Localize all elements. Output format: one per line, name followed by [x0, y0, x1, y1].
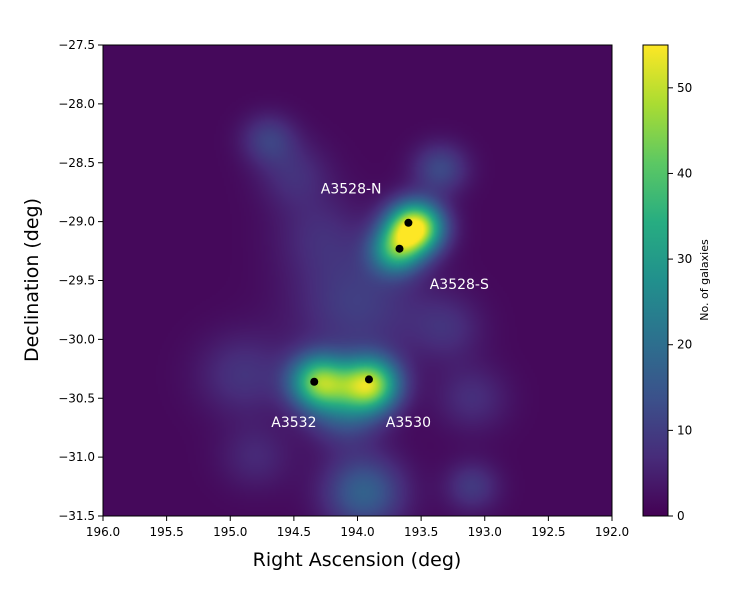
x-tick-label: 193.5 [404, 525, 438, 539]
cluster-marker [395, 244, 404, 253]
colorbar-tick-label: 30 [677, 252, 692, 266]
colorbar-tick-label: 50 [677, 81, 692, 95]
cluster-label: A3528-N [321, 182, 382, 198]
cluster-label: A3530 [386, 415, 431, 431]
x-tick-label: 192.5 [531, 525, 565, 539]
y-tick-label: −29.5 [58, 274, 95, 288]
y-tick-label: −28.0 [58, 97, 95, 111]
y-tick-label: −30.5 [58, 391, 95, 405]
colorbar-tick-label: 10 [677, 423, 692, 437]
x-tick-label: 192.0 [595, 525, 629, 539]
colorbar-ticks: 0 10 20 30 40 50 [668, 81, 692, 523]
y-axis: −27.5 −28.0 −28.5 −29.0 −29.5 −30.0 −30.5 −31.0… [58, 38, 103, 523]
y-tick-label: −29.0 [58, 215, 95, 229]
x-axis-label: Right Ascension (deg) [253, 549, 462, 571]
cluster-labels: A3528-N A3528-S A3532 A3530 [271, 182, 489, 431]
cluster-label: A3528-S [430, 277, 489, 293]
x-tick-label: 195.5 [149, 525, 183, 539]
colorbar-tick-label: 40 [677, 166, 692, 180]
colorbar-label: No. of galaxies [698, 239, 711, 321]
y-tick-label: −28.5 [58, 156, 95, 170]
colorbar-gradient [642, 44, 669, 517]
x-axis: 196.0 195.5 195.0 194.5 194.0 193.5 193.0 192.5… [86, 516, 629, 539]
x-tick-label: 194.0 [340, 525, 374, 539]
x-tick-label: 193.0 [468, 525, 502, 539]
colorbar: 0 10 20 30 40 50 No. of galaxies [642, 44, 711, 523]
y-tick-label: −27.5 [58, 38, 95, 52]
cluster-marker [310, 377, 319, 386]
y-tick-label: −31.5 [58, 509, 95, 523]
y-tick-label: −30.0 [58, 332, 95, 346]
y-axis-label: Declination (deg) [21, 198, 43, 362]
y-tick-label: −31.0 [58, 450, 95, 464]
cluster-markers [310, 218, 413, 386]
colorbar-tick-label: 20 [677, 338, 692, 352]
x-tick-label: 194.5 [277, 525, 311, 539]
x-tick-label: 196.0 [86, 525, 120, 539]
cluster-marker [404, 218, 413, 227]
heatmap-plot-area: A3528-N A3528-S A3532 A3530 [102, 44, 613, 517]
cluster-label: A3532 [271, 415, 316, 431]
density-heatmap [103, 45, 612, 516]
colorbar-tick-label: 0 [677, 509, 685, 523]
cluster-marker [364, 375, 373, 384]
x-tick-label: 195.0 [213, 525, 247, 539]
